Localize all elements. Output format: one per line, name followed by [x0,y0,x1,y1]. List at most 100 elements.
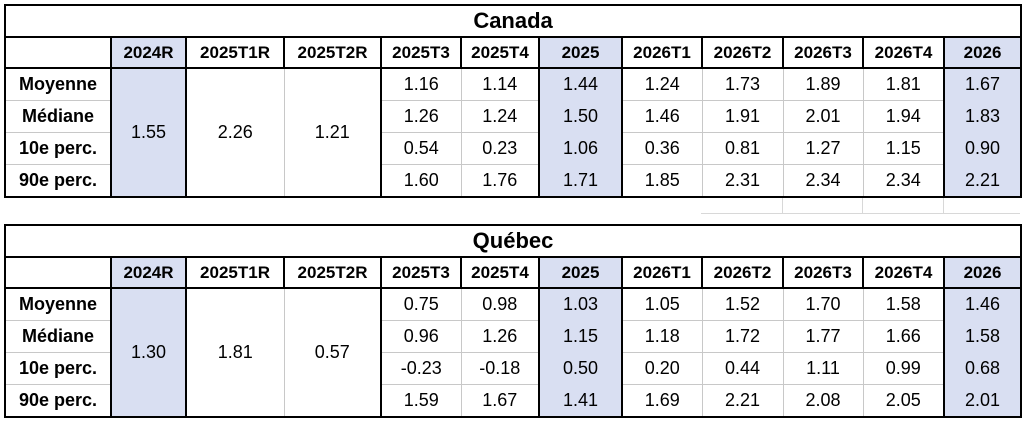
column-header: 2025T3 [381,257,462,289]
value-cell: 1.77 [783,320,864,353]
value-cell: 0.23 [461,132,540,165]
column-header: 2024R [111,37,187,69]
value-cell: 1.41 [539,384,623,417]
value-cell: 0.90 [944,132,1022,165]
row-label: 90e perc. [5,164,112,197]
column-header: 2026T4 [863,37,945,69]
value-cell: 0.44 [702,352,784,385]
column-header: 2026 [944,257,1022,289]
row-label: 10e perc. [5,132,112,165]
value-cell: 2.34 [863,164,945,197]
gridline-tick [862,198,863,213]
column-header: 2026T1 [622,257,703,289]
column-header: 2025T1R [186,257,285,289]
canada-table-container: Canada 2024R 2025T1R 2025T2R 2025T3 2025T4 202… [4,4,1023,198]
value-cell: 1.44 [539,68,623,101]
value-cell: 1.71 [539,164,623,197]
forecast-table-quebec: Québec 2024R 2025T1R 2025T2R 2025T3 2025T4 202… [4,224,1023,418]
value-cell: 1.91 [702,100,784,133]
merged-value-cell: 1.30 [111,288,187,417]
merged-value-cell: 0.57 [284,288,382,417]
column-header [5,257,112,289]
forecast-table-canada: Canada 2024R 2025T1R 2025T2R 2025T3 2025T4 202… [4,4,1023,198]
value-cell: 0.50 [539,352,623,385]
column-header: 2026T2 [702,37,784,69]
value-cell: 1.69 [622,384,703,417]
column-header: 2025 [539,37,623,69]
gridline-tick [943,198,944,213]
column-header: 2025T1R [186,37,285,69]
value-cell: 2.01 [783,100,864,133]
row-label: Moyenne [5,68,112,101]
value-cell: 1.72 [702,320,784,353]
value-cell: 1.11 [783,352,864,385]
row-label: 10e perc. [5,352,112,385]
column-header: 2026T2 [702,257,784,289]
value-cell: 0.54 [381,132,462,165]
value-cell: 1.16 [381,68,462,101]
column-header: 2026T3 [783,37,864,69]
value-cell: 0.98 [461,288,540,321]
table-title: Canada [5,5,1022,38]
value-cell: 0.68 [944,352,1022,385]
value-cell: 1.60 [381,164,462,197]
merged-value-cell: 1.81 [186,288,285,417]
value-cell: 0.20 [622,352,703,385]
value-cell: -0.23 [381,352,462,385]
gridline-tick [701,213,1020,214]
value-cell: 1.94 [863,100,945,133]
value-cell: 1.59 [381,384,462,417]
column-header: 2025T3 [381,37,462,69]
value-cell: 1.05 [622,288,703,321]
value-cell: 0.75 [381,288,462,321]
value-cell: 0.96 [381,320,462,353]
value-cell: 1.46 [622,100,703,133]
gridline-tick [782,198,783,213]
value-cell: 1.67 [944,68,1022,101]
merged-value-cell: 2.26 [186,68,285,197]
value-cell: 2.08 [783,384,864,417]
quebec-table-container: Québec 2024R 2025T1R 2025T2R 2025T3 2025T4 202… [4,224,1023,418]
value-cell: 2.21 [944,164,1022,197]
value-cell: 1.58 [863,288,945,321]
column-header: 2024R [111,257,187,289]
value-cell: -0.18 [461,352,540,385]
value-cell: 1.18 [622,320,703,353]
merged-value-cell: 1.21 [284,68,382,197]
value-cell: 1.24 [622,68,703,101]
row-label: Moyenne [5,288,112,321]
row-label: Médiane [5,320,112,353]
value-cell: 1.26 [381,100,462,133]
column-header [5,37,112,69]
table-title: Québec [5,225,1022,258]
value-cell: 1.76 [461,164,540,197]
value-cell: 1.67 [461,384,540,417]
value-cell: 1.70 [783,288,864,321]
value-cell: 0.99 [863,352,945,385]
value-cell: 0.81 [702,132,784,165]
value-cell: 1.26 [461,320,540,353]
value-cell: 1.03 [539,288,623,321]
table-gap [4,198,1020,224]
column-header: 2025 [539,257,623,289]
column-header: 2026T4 [863,257,945,289]
value-cell: 2.21 [702,384,784,417]
column-header: 2025T2R [284,257,382,289]
value-cell: 1.58 [944,320,1022,353]
column-header: 2025T4 [461,37,540,69]
value-cell: 1.52 [702,288,784,321]
value-cell: 1.24 [461,100,540,133]
value-cell: 1.81 [863,68,945,101]
value-cell: 1.06 [539,132,623,165]
value-cell: 1.27 [783,132,864,165]
column-header: 2025T2R [284,37,382,69]
value-cell: 1.14 [461,68,540,101]
value-cell: 2.34 [783,164,864,197]
row-label: Médiane [5,100,112,133]
value-cell: 1.15 [539,320,623,353]
value-cell: 2.05 [863,384,945,417]
value-cell: 0.36 [622,132,703,165]
column-header: 2026T1 [622,37,703,69]
value-cell: 2.01 [944,384,1022,417]
